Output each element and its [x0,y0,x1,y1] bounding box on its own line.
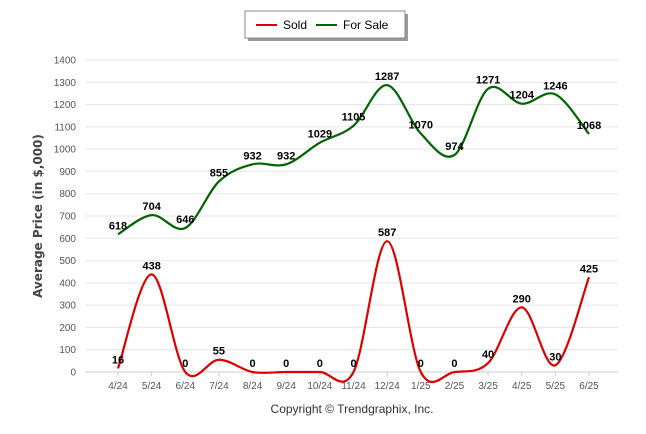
y-tick-label: 900 [59,167,76,178]
data-label-for-sale: 1070 [409,120,433,132]
data-label-sold: 0 [182,358,188,370]
legend[interactable]: Sold For Sale [244,10,408,41]
data-label-for-sale: 618 [109,220,127,232]
data-label-for-sale: 974 [445,141,464,153]
y-tick-label: 1300 [54,78,77,89]
x-tick-label: 12/24 [375,381,400,392]
data-label-sold: 0 [283,358,289,370]
x-tick-label: 4/25 [512,381,532,392]
y-tick-label: 400 [59,278,76,289]
series-lines [116,84,591,384]
x-tick-label: 11/24 [341,381,366,392]
y-tick-label: 1400 [54,56,77,67]
data-label-for-sale: 1204 [509,90,534,102]
y-tick-label: 1100 [54,122,76,133]
data-label-for-sale: 932 [243,150,261,162]
data-label-for-sale: 1287 [375,71,399,83]
y-tick-label: 600 [59,234,76,245]
data-label-sold: 438 [142,260,160,272]
x-tick-label: 6/25 [579,381,599,392]
data-label-for-sale: 1105 [342,112,366,124]
data-label-sold: 0 [451,358,457,370]
data-label-sold: 0 [317,358,323,370]
data-label-for-sale: 932 [277,150,295,162]
x-tick-label: 2/25 [445,381,465,392]
y-tick-label: 300 [59,301,76,312]
data-label-for-sale: 855 [210,167,228,179]
y-tick-label: 500 [59,256,76,267]
data-label-sold: 0 [350,358,356,370]
x-tick-label: 9/24 [276,381,296,392]
y-axis-label: Average Price (in $,000) [31,134,45,298]
x-tick-label: 3/25 [478,381,498,392]
x-tick-labels: 4/24 5/24 6/24 7/24 8/24 9/24 10/24 11/24 12/24 1… [108,381,599,392]
x-tick-label: 4/24 [108,381,128,392]
data-label-sold: 30 [549,351,561,363]
data-label-for-sale: 1068 [577,120,601,132]
data-label-for-sale: 704 [142,201,161,213]
series-line-for-sale [117,84,590,236]
gridlines [85,59,618,376]
y-tick-label: 1000 [54,145,77,156]
y-tick-label: 1200 [54,100,77,111]
x-tick-label: 8/24 [243,381,263,392]
y-tick-label: 0 [70,368,76,379]
y-tick-label: 100 [59,345,76,356]
y-tick-label: 800 [59,189,76,200]
x-tick-label: 6/24 [176,381,196,392]
data-label-for-sale: 1246 [543,80,567,92]
copyright-text: Copyright © Trendgraphix, Inc. [271,402,434,416]
legend-label-for-sale[interactable]: For Sale [343,18,389,32]
data-label-sold: 16 [112,354,124,366]
data-label-sold: 0 [250,358,256,370]
data-label-for-sale: 1029 [308,129,332,141]
data-label-sold: 40 [482,349,494,361]
y-tick-label: 200 [59,323,76,334]
data-label-sold: 587 [378,227,396,239]
series-line-sold [116,240,591,384]
x-tick-label: 7/24 [209,381,229,392]
data-label-for-sale: 1271 [476,75,500,87]
y-tick-labels: 0 100 200 300 400 500 600 700 800 900 1000 1100 1200… [54,56,77,379]
data-label-sold: 425 [580,263,598,275]
x-tick-label: 5/25 [546,381,566,392]
data-labels: 16 438 0 55 0 0 0 0 587 0 0 40 290 30 425 618 704 646 855 9… [109,71,601,370]
x-tick-label: 5/24 [142,381,162,392]
y-tick-label: 700 [59,212,76,223]
x-tick-label: 10/24 [307,381,332,392]
data-label-sold: 55 [213,346,225,358]
data-label-sold: 290 [513,293,531,305]
legend-label-sold[interactable]: Sold [283,18,307,32]
data-label-sold: 0 [418,358,424,370]
x-tick-label: 1/25 [411,381,431,392]
data-label-for-sale: 646 [176,214,194,226]
